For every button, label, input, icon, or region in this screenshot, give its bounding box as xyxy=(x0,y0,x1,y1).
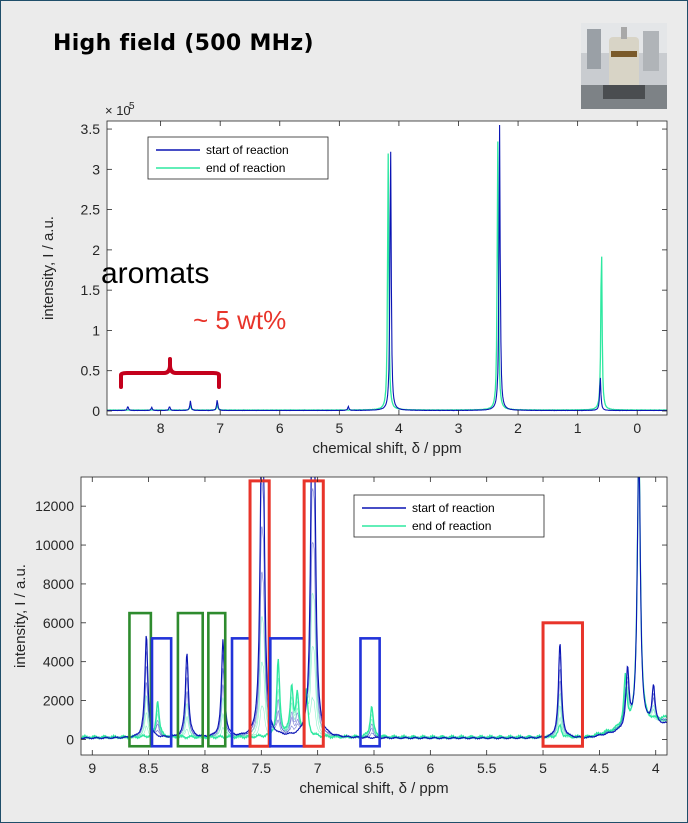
x-tick-label: 8.5 xyxy=(139,760,159,776)
highlight-box-blue xyxy=(150,637,173,748)
y-tick-label: 2000 xyxy=(43,693,74,709)
x-tick-label: 6.5 xyxy=(364,760,384,776)
series-start-of-reaction-line xyxy=(107,124,667,412)
x-tick-label: 5 xyxy=(539,760,547,776)
x-tick-label: 3 xyxy=(455,420,463,436)
y-tick-label: 0 xyxy=(92,403,100,419)
y-tick-label: 3.5 xyxy=(81,121,101,137)
y-tick-label: 2.5 xyxy=(81,202,101,218)
aromats-brace xyxy=(119,357,221,389)
x-tick-label: 1 xyxy=(574,420,582,436)
x-tick-label: 2 xyxy=(514,420,522,436)
legend-label-1: end of reaction xyxy=(412,519,491,533)
axes-frame xyxy=(106,120,668,416)
y-tick-label: 3 xyxy=(92,161,100,177)
highlight-box-red xyxy=(541,621,584,748)
y-tick-label: 12000 xyxy=(35,498,74,514)
y-axis-label: intensity, I / a.u. xyxy=(12,564,29,668)
x-tick-label: 7 xyxy=(314,760,322,776)
x-tick-label: 5 xyxy=(335,420,343,436)
highlight-box-green xyxy=(207,611,227,748)
y-tick-label: 2 xyxy=(92,242,100,258)
legend-label-1: end of reaction xyxy=(206,161,285,175)
plot-content xyxy=(107,124,667,412)
y-axis-label: intensity, I / a.u. xyxy=(40,216,57,320)
x-tick-label: 4 xyxy=(395,420,403,436)
y-tick-label: 0 xyxy=(66,731,74,747)
x-axis-label: chemical shift, δ / ppm xyxy=(312,440,461,457)
x-tick-label: 4 xyxy=(652,760,660,776)
highlight-box-blue xyxy=(359,637,381,748)
x-tick-label: 9 xyxy=(88,760,96,776)
highlight-box-green xyxy=(176,611,205,748)
spectrum-chart-aromatic-zoom: 9 8.5 8 7.5 7 6.5 6 5.5 5 4.5 4 0 2000 4000 6000 8000 10… xyxy=(12,476,668,797)
y-axis-exponent-power: 5 xyxy=(129,101,135,112)
y-tick-label: 1.5 xyxy=(81,282,101,298)
y-tick-label: 0.5 xyxy=(81,363,101,379)
page-title: High field (500 MHz) xyxy=(53,31,314,56)
y-tick-label: 1 xyxy=(92,322,100,338)
x-tick-label: 7 xyxy=(216,420,224,436)
x-tick-label: 6 xyxy=(426,760,434,776)
y-tick-label: 6000 xyxy=(43,615,74,631)
highlight-box-red xyxy=(248,479,271,748)
spectrum-chart-full: 8 7 6 5 4 3 2 1 0 0 0.5 1 1.5 2 2.5 3 3.5 chemical shift,… xyxy=(40,101,668,457)
y-tick-label: 10000 xyxy=(35,537,74,553)
aromats-annotation: aromats xyxy=(101,257,209,290)
x-tick-label: 4.5 xyxy=(590,760,610,776)
x-tick-label: 6 xyxy=(276,420,284,436)
legend-box xyxy=(353,494,545,538)
y-tick-label: 8000 xyxy=(43,576,74,592)
highlight-box-red xyxy=(302,479,325,748)
x-tick-label: 8 xyxy=(201,760,209,776)
legend-label-0: start of reaction xyxy=(412,501,495,515)
x-axis-label: chemical shift, δ / ppm xyxy=(299,780,448,797)
y-tick-label: 4000 xyxy=(43,654,74,670)
legend-box xyxy=(147,136,329,180)
wt-percent-annotation: ~ 5 wt% xyxy=(193,305,286,335)
y-axis-exponent-label: × 10 xyxy=(105,103,131,118)
x-tick-label: 0 xyxy=(633,420,641,436)
x-tick-label: 7.5 xyxy=(252,760,272,776)
x-tick-label: 5.5 xyxy=(477,760,497,776)
nmr-spectrometer-photo xyxy=(581,23,667,109)
x-tick-label: 8 xyxy=(157,420,165,436)
legend-label-0: start of reaction xyxy=(206,143,289,157)
